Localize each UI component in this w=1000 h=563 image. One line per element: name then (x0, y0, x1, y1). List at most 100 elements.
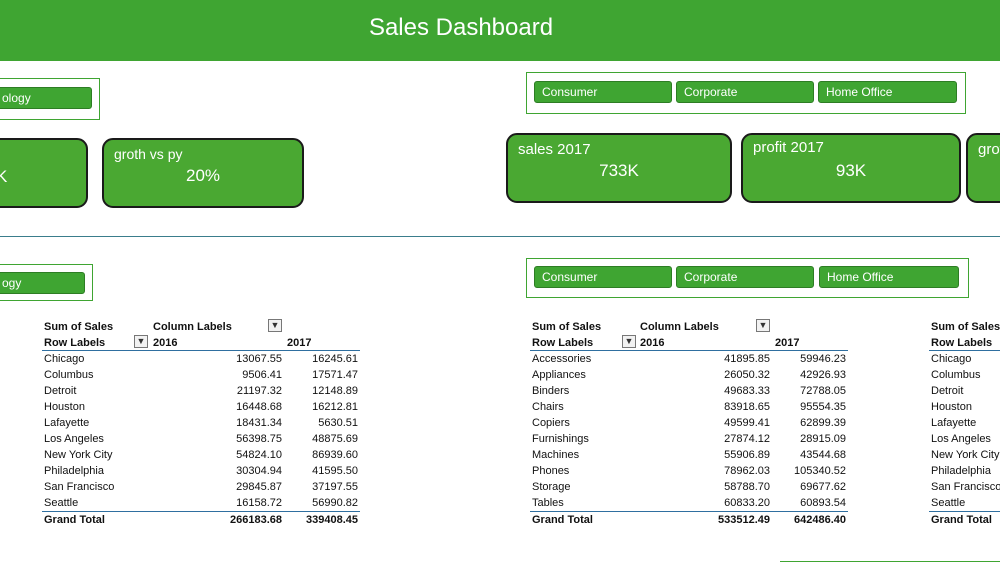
table-row-label: Copiers (532, 417, 570, 429)
table-cell-2016: 54824.10 (236, 449, 282, 461)
pivot-column-labels: Column Labels (640, 321, 719, 333)
row-filter-icon[interactable]: ▼ (134, 335, 148, 348)
slicer-item-corporate[interactable]: Corporate (676, 266, 814, 288)
total-rule (530, 511, 848, 512)
table-row-label: New York City (44, 449, 113, 461)
table-row-label: Appliances (532, 369, 586, 381)
table-row-label: Seattle (931, 497, 966, 509)
kpi-title: grot (978, 141, 1000, 158)
section-divider (0, 236, 1000, 237)
slicer-item-consumer[interactable]: Consumer (534, 81, 672, 103)
table-cell-2016: 16158.72 (236, 497, 282, 509)
slicer-item-consumer[interactable]: Consumer (534, 266, 672, 288)
table-cell-2017: 17571.47 (312, 369, 358, 381)
table-row-label: Tables (532, 497, 564, 509)
table-cell-2017: 48875.69 (312, 433, 358, 445)
table-cell-2016: 9506.41 (242, 369, 282, 381)
slicer-item-home-office[interactable]: Home Office (819, 266, 959, 288)
kpi-value: 20% (185, 166, 221, 185)
table-row-label: Columbus (931, 369, 981, 381)
table-row-label: New York City (931, 449, 1000, 461)
table-cell-2017: 28915.09 (800, 433, 846, 445)
grand-total-2016: 266183.68 (230, 514, 282, 526)
table-row-label: San Francisco (931, 481, 1000, 493)
total-rule (929, 511, 1000, 512)
table-cell-2017: 72788.05 (800, 385, 846, 397)
table-cell-2016: 56398.75 (236, 433, 282, 445)
table-row-label: Los Angeles (44, 433, 104, 445)
table-row-label: Detroit (931, 385, 964, 397)
pivot-row-labels: Row Labels (931, 337, 993, 349)
table-row-label: Accessories (532, 353, 592, 365)
table-row-label: Storage (532, 481, 571, 493)
slicer-item-technology[interactable]: ology (0, 87, 92, 109)
kpi-title: profit 2017 (753, 139, 824, 156)
table-row-label: San Francisco (44, 481, 115, 493)
slicer-item-technology[interactable]: ogy (0, 272, 85, 294)
slicer-item-corporate[interactable]: Corporate (676, 81, 814, 103)
grand-total-2017: 642486.40 (794, 514, 846, 526)
table-cell-2017: 86939.60 (312, 449, 358, 461)
pivot-row-labels: Row Labels (532, 337, 594, 349)
pivot-sum-label: Sum of Sales (532, 321, 602, 333)
kpi-value: 733K (599, 161, 639, 180)
table-row-label: Machines (532, 449, 580, 461)
pivot-year-2017: 2017 (775, 337, 800, 349)
table-cell-2017: 43544.68 (800, 449, 846, 461)
table-row-label: Chairs (532, 401, 564, 413)
header-rule (42, 350, 360, 351)
table-cell-2017: 16245.61 (312, 353, 358, 365)
table-cell-2016: 78962.03 (724, 465, 770, 477)
table-row-label: Lafayette (44, 417, 90, 429)
table-row-label: Los Angeles (931, 433, 991, 445)
pivot-column-labels: Column Labels (153, 321, 232, 333)
table-cell-2016: 49683.33 (724, 385, 770, 397)
grand-total-2016: 533512.49 (718, 514, 770, 526)
kpi-card-profit: profit 2017 93K (741, 133, 961, 203)
total-rule (42, 511, 360, 512)
table-cell-2016: 21197.32 (236, 385, 282, 397)
table-cell-2017: 62899.39 (800, 417, 846, 429)
table-cell-2016: 13067.55 (236, 353, 282, 365)
table-cell-2017: 12148.89 (312, 385, 358, 397)
table-row-label: Houston (931, 401, 972, 413)
grand-total-label: Grand Total (931, 514, 992, 526)
segment-slicer-top: Consumer Corporate Home Office (526, 72, 966, 114)
table-cell-2017: 42926.93 (800, 369, 846, 381)
column-filter-icon[interactable]: ▼ (756, 319, 770, 332)
slicer-item-home-office[interactable]: Home Office (818, 81, 957, 103)
table-cell-2017: 69677.62 (800, 481, 846, 493)
table-row-label: Chicago (931, 353, 972, 365)
table-cell-2016: 30304.94 (236, 465, 282, 477)
table-row-label: Furnishings (532, 433, 589, 445)
table-cell-2017: 60893.54 (800, 497, 846, 509)
column-filter-icon[interactable]: ▼ (268, 319, 282, 332)
kpi-value: 93K (835, 161, 867, 180)
pivot-sum-label: Sum of Sales (44, 321, 114, 333)
table-cell-2017: 95554.35 (800, 401, 846, 413)
table-cell-2017: 5630.51 (318, 417, 358, 429)
table-cell-2016: 27874.12 (724, 433, 770, 445)
grand-total-2017: 339408.45 (306, 514, 358, 526)
grand-total-label: Grand Total (532, 514, 593, 526)
table-cell-2016: 41895.85 (724, 353, 770, 365)
header-rule (929, 350, 1000, 351)
table-cell-2016: 16448.68 (236, 401, 282, 413)
category-slicer-bottom: ogy (0, 264, 93, 301)
partial-element-edge (780, 561, 1000, 562)
pivot-year-2016: 2016 (640, 337, 665, 349)
table-cell-2017: 105340.52 (794, 465, 846, 477)
kpi-card-partial-left: K (0, 138, 88, 208)
table-cell-2016: 60833.20 (724, 497, 770, 509)
kpi-card-growth: groth vs py 20% (102, 138, 304, 208)
table-row-label: Philadelphia (44, 465, 104, 477)
table-cell-2016: 58788.70 (724, 481, 770, 493)
category-slicer-top: ology (0, 78, 100, 120)
dashboard-title: Sales Dashboard (368, 14, 554, 41)
table-row-label: Lafayette (931, 417, 977, 429)
row-filter-icon[interactable]: ▼ (622, 335, 636, 348)
pivot-sum-label: Sum of Sales (931, 321, 1000, 333)
kpi-value: K (0, 167, 22, 187)
kpi-title: sales 2017 (518, 141, 591, 158)
table-cell-2016: 29845.87 (236, 481, 282, 493)
